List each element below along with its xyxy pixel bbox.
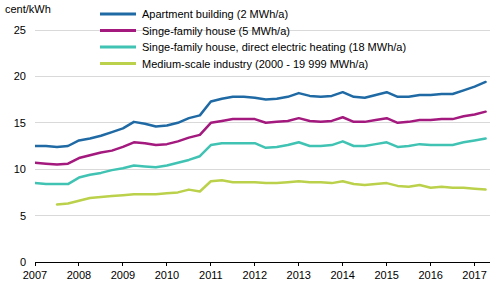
y-tick-label: 0 (20, 256, 26, 268)
y-tick-label: 25 (14, 24, 26, 36)
legend-swatch (100, 29, 136, 32)
legend-label: Singe-family house, direct electric heat… (142, 41, 406, 53)
x-tick (474, 262, 475, 266)
x-tick-label: 2017 (462, 269, 486, 281)
x-tick (298, 262, 299, 266)
grid-line (35, 215, 490, 216)
x-tick-label: 2014 (330, 269, 354, 281)
legend-label: Medium-scale industry (2000 - 19 999 MWh… (142, 58, 368, 70)
x-tick (430, 262, 431, 266)
legend-swatch (100, 13, 136, 16)
legend-swatch (100, 46, 136, 49)
x-tick (386, 262, 387, 266)
grid-line (35, 169, 490, 170)
x-tick-label: 2010 (155, 269, 179, 281)
series-line (35, 139, 486, 184)
x-tick-label: 2015 (374, 269, 398, 281)
legend-swatch (100, 62, 136, 65)
x-tick-label: 2009 (111, 269, 135, 281)
plot-area (35, 82, 486, 204)
y-axis-label: cent/kWh (5, 3, 51, 15)
chart: 0 5 10 15 20 25 2007 2008 2009 2010 2011 2012 2013 20… (0, 0, 497, 302)
series-line (57, 180, 486, 204)
x-tick (122, 262, 123, 266)
series-line (35, 82, 486, 147)
y-tick-label: 15 (14, 117, 26, 129)
x-tick (254, 262, 255, 266)
legend-label: Apartment building (2 MWh/a) (142, 8, 288, 20)
x-tick (166, 262, 167, 266)
x-tick (210, 262, 211, 266)
y-tick-label: 5 (20, 210, 26, 222)
x-tick (35, 262, 36, 266)
x-tick-label: 2013 (287, 269, 311, 281)
x-tick (78, 262, 79, 266)
x-tick-label: 2011 (199, 269, 223, 281)
grid-line (35, 76, 490, 77)
series-line (35, 112, 486, 165)
x-tick-label: 2008 (67, 269, 91, 281)
x-tick (342, 262, 343, 266)
y-tick-label: 20 (14, 70, 26, 82)
legend-label: Singe-family house (5 MWh/a) (142, 25, 290, 37)
grid-line (35, 262, 490, 263)
x-axis (35, 262, 490, 263)
y-tick-label: 10 (14, 163, 26, 175)
x-tick-label: 2007 (23, 269, 47, 281)
legend: Apartment building (2 MWh/a) Singe-family… (100, 8, 406, 70)
x-tick-label: 2016 (418, 269, 442, 281)
x-tick-label: 2012 (243, 269, 267, 281)
